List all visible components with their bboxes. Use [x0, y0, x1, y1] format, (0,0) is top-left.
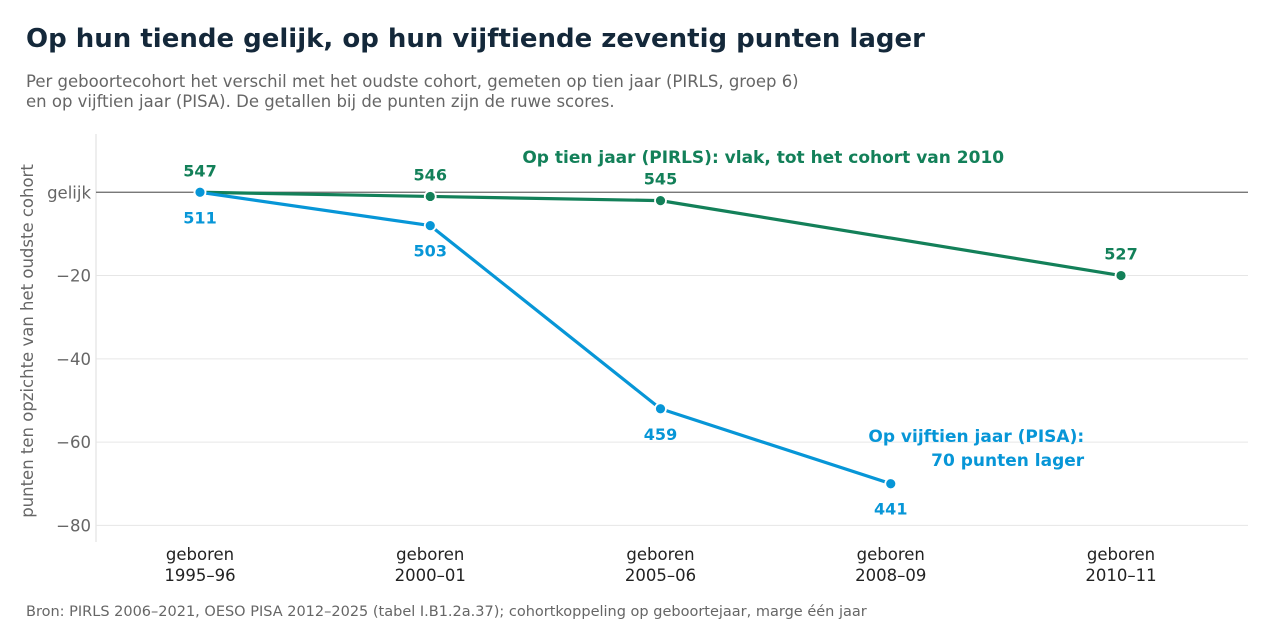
- data-label-pisa: 441: [874, 500, 907, 519]
- y-tick-label: −80: [56, 516, 91, 535]
- annotation-pirls: Op tien jaar (PIRLS): vlak, tot het coho…: [522, 148, 1004, 168]
- y-axis-title: punten ten opzichte van het oudste cohor…: [18, 164, 37, 518]
- x-tick-label: geboren 2010–11: [1085, 545, 1156, 585]
- data-point-pirls: [423, 190, 437, 203]
- data-label-pirls: 547: [183, 161, 216, 180]
- annotation-pisa: Op vijftien jaar (PISA): 70 punten lager: [868, 427, 1084, 471]
- x-tick-label: geboren 2005–06: [625, 545, 696, 585]
- chart-title: Op hun tiende gelijk, op hun vijftiende …: [26, 24, 925, 54]
- data-label-pisa: 511: [183, 208, 216, 227]
- data-point-pisa: [654, 402, 667, 416]
- chart-subtitle: Per geboortecohort het verschil met het …: [26, 72, 926, 112]
- data-point-pisa: [193, 185, 207, 199]
- data-point-pisa: [884, 477, 898, 491]
- data-label-pirls: 527: [1104, 245, 1137, 264]
- y-tick-label: gelijk: [47, 183, 91, 202]
- subtitle-line-2: en op vijftien jaar (PISA). De getallen …: [26, 92, 615, 111]
- y-tick-label: −20: [56, 267, 91, 286]
- x-tick-label: geboren 2008–09: [855, 545, 926, 585]
- data-label-pisa: 503: [414, 242, 447, 261]
- series-line-pisa: [198, 190, 893, 486]
- subtitle-line-1: Per geboortecohort het verschil met het …: [26, 72, 799, 91]
- x-tick-label: geboren 1995–96: [164, 545, 235, 585]
- y-tick-label: −40: [56, 350, 91, 369]
- x-tick-label: geboren 2000–01: [395, 545, 466, 585]
- data-point-pirls: [654, 194, 667, 208]
- data-point-pisa: [423, 219, 437, 232]
- series-line-pirls: [198, 190, 1123, 278]
- data-label-pisa: 459: [644, 425, 677, 444]
- data-label-pirls: 546: [414, 165, 447, 184]
- y-tick-label: −60: [56, 433, 91, 452]
- data-label-pirls: 545: [644, 170, 677, 189]
- source-note: Bron: PIRLS 2006–2021, OESO PISA 2012–20…: [26, 604, 867, 620]
- data-point-pirls: [1114, 269, 1128, 282]
